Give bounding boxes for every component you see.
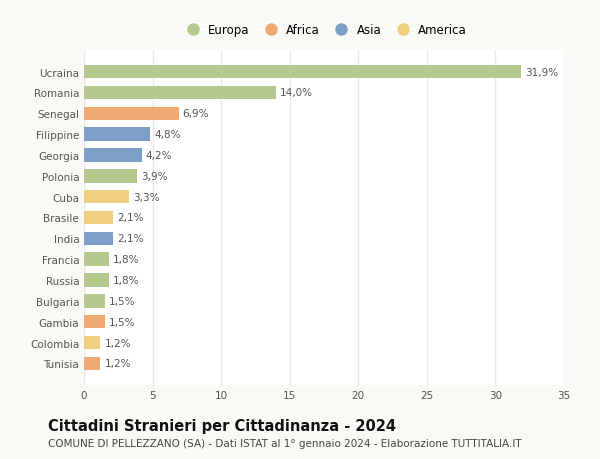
Bar	[84, 253, 109, 266]
Bar	[84, 170, 137, 183]
Text: 3,3%: 3,3%	[133, 192, 160, 202]
Text: COMUNE DI PELLEZZANO (SA) - Dati ISTAT al 1° gennaio 2024 - Elaborazione TUTTITA: COMUNE DI PELLEZZANO (SA) - Dati ISTAT a…	[48, 438, 521, 448]
Bar	[84, 149, 142, 162]
Text: 1,5%: 1,5%	[109, 317, 135, 327]
Text: 1,2%: 1,2%	[104, 338, 131, 348]
Bar	[84, 294, 104, 308]
Text: 4,2%: 4,2%	[146, 151, 172, 161]
Bar	[84, 274, 109, 287]
Text: 1,8%: 1,8%	[113, 255, 139, 264]
Bar	[84, 66, 521, 79]
Text: 14,0%: 14,0%	[280, 88, 313, 98]
Bar	[84, 357, 100, 370]
Text: 1,2%: 1,2%	[104, 358, 131, 369]
Text: 2,1%: 2,1%	[117, 213, 143, 223]
Text: 4,8%: 4,8%	[154, 130, 181, 140]
Bar	[84, 86, 276, 100]
Text: 1,5%: 1,5%	[109, 296, 135, 306]
Bar	[84, 315, 104, 329]
Text: Cittadini Stranieri per Cittadinanza - 2024: Cittadini Stranieri per Cittadinanza - 2…	[48, 418, 396, 433]
Bar	[84, 211, 113, 225]
Bar	[84, 190, 129, 204]
Text: 6,9%: 6,9%	[183, 109, 209, 119]
Bar	[84, 232, 113, 246]
Text: 2,1%: 2,1%	[117, 234, 143, 244]
Text: 31,9%: 31,9%	[526, 67, 559, 78]
Text: 1,8%: 1,8%	[113, 275, 139, 285]
Bar	[84, 128, 150, 142]
Legend: Europa, Africa, Asia, America: Europa, Africa, Asia, America	[176, 20, 472, 42]
Text: 3,9%: 3,9%	[142, 172, 168, 181]
Bar	[84, 336, 100, 350]
Bar	[84, 107, 179, 121]
